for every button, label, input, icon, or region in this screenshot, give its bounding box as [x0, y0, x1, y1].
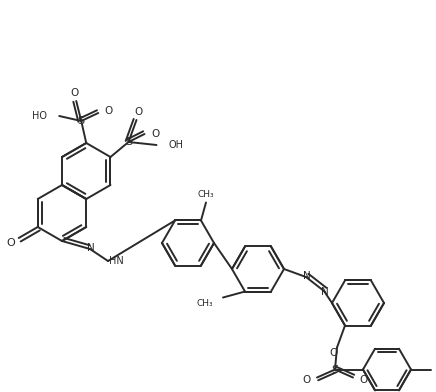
- Text: N: N: [87, 243, 95, 253]
- Text: O: O: [329, 348, 337, 358]
- Text: O: O: [104, 106, 112, 116]
- Text: N: N: [321, 287, 329, 297]
- Text: HO: HO: [32, 111, 47, 121]
- Text: OH: OH: [168, 140, 184, 150]
- Text: O: O: [134, 107, 143, 117]
- Text: S: S: [78, 116, 85, 126]
- Text: O: O: [151, 129, 160, 139]
- Text: O: O: [359, 374, 367, 385]
- Text: O: O: [7, 238, 15, 247]
- Text: N: N: [303, 271, 311, 281]
- Text: CH₃: CH₃: [198, 190, 215, 199]
- Text: CH₃: CH₃: [196, 299, 213, 308]
- Text: HN: HN: [109, 256, 124, 266]
- Text: O: O: [70, 88, 78, 98]
- Text: O: O: [303, 374, 311, 385]
- Text: S: S: [125, 137, 132, 147]
- Text: S: S: [331, 365, 339, 374]
